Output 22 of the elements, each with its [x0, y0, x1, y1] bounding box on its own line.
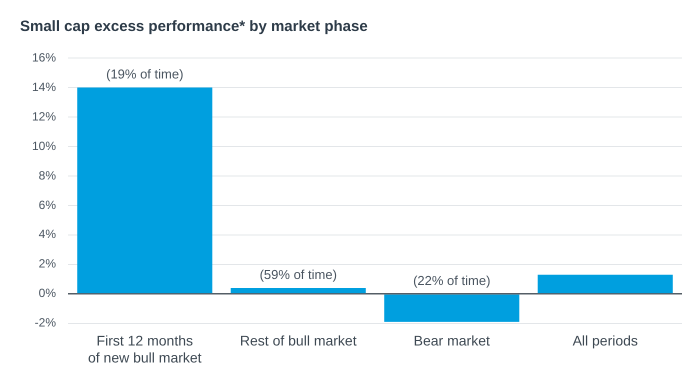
y-tick-label: 6%: [38, 198, 56, 212]
y-tick-label: -2%: [34, 316, 56, 330]
bar: [77, 87, 212, 294]
y-tick-label: 12%: [32, 109, 56, 124]
y-tick-label: 4%: [38, 227, 56, 242]
bar: [384, 294, 520, 322]
x-tick-label: Rest of bull market: [240, 332, 357, 349]
x-tick-label: All periods: [572, 332, 638, 349]
annotation: (22% of time): [413, 272, 490, 288]
bar: [538, 274, 673, 294]
y-tick-label: 10%: [32, 138, 56, 153]
bar: [230, 288, 366, 294]
y-tick-label: 2%: [38, 256, 56, 271]
y-tick-label: 0%: [38, 286, 56, 300]
x-tick-label: First 12 months of new bull market: [88, 332, 202, 366]
y-tick-label: 16%: [32, 50, 56, 64]
annotation: (19% of time): [106, 66, 184, 82]
y-tick-label: 14%: [32, 80, 56, 94]
chart-title: Small cap excess performance* by market phase: [20, 18, 368, 36]
annotation: (59% of time): [260, 267, 337, 282]
y-tick-label: 8%: [38, 168, 56, 182]
x-tick-label: Bear market: [414, 332, 490, 349]
